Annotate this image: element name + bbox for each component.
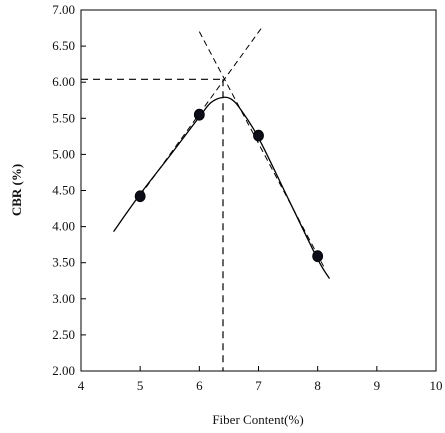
y-axis-title: CBR (%) [9, 164, 24, 216]
data-point [193, 108, 205, 121]
data-point [253, 129, 264, 142]
y-tick-label: 4.00 [52, 219, 75, 234]
data-point [134, 190, 146, 203]
plot-frame [80, 9, 437, 372]
y-tick-label: 3.00 [52, 291, 75, 306]
y-tick-label: 7.00 [52, 2, 75, 17]
fitted-curve-group [113, 96, 331, 279]
reference-lines [81, 78, 224, 371]
tangent-lines [139, 27, 325, 267]
x-tick-label: 5 [137, 378, 144, 393]
y-tick-label: 6.50 [52, 38, 75, 53]
fitted-curve [113, 96, 331, 279]
y-tick-label: 3.50 [52, 255, 75, 270]
y-axis-ticks: 2.00 2.50 3.00 3.50 4.00 4.50 5.00 5.50 6.00 6.50… [52, 2, 86, 378]
x-tick-label: 9 [374, 378, 381, 393]
y-tick-label: 4.50 [52, 183, 75, 198]
y-tick-label: 2.50 [52, 327, 75, 342]
y-tick-label: 6.00 [52, 74, 75, 89]
data-point [312, 250, 324, 263]
data-points [134, 108, 324, 263]
x-tick-label: 6 [196, 378, 203, 393]
tangent-line [198, 31, 325, 267]
y-tick-label: 2.00 [52, 363, 75, 378]
x-tick-label: 8 [314, 378, 321, 393]
x-axis-title: Fiber Content(%) [212, 412, 303, 427]
x-tick-label: 10 [430, 378, 443, 393]
y-tick-label: 5.50 [52, 110, 75, 125]
y-tick-label: 5.00 [52, 146, 75, 161]
x-axis-ticks: 4 5 6 7 8 9 10 [78, 366, 443, 393]
x-tick-label: 7 [255, 378, 262, 393]
x-tick-label: 4 [78, 378, 85, 393]
